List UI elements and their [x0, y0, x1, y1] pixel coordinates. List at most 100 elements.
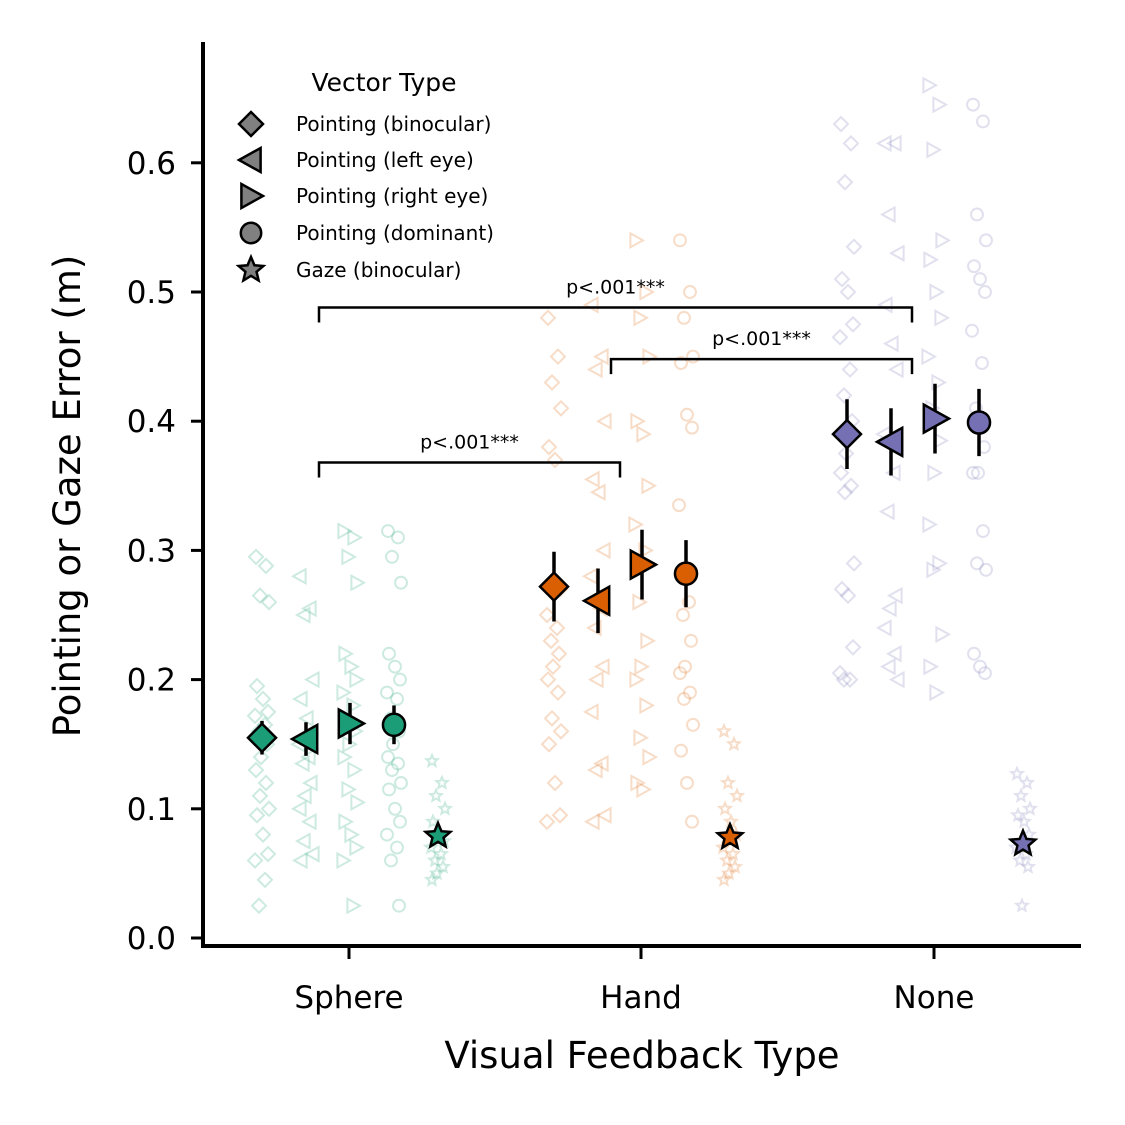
raw-point [879, 657, 896, 676]
raw-point [257, 557, 275, 575]
raw-point [349, 838, 366, 857]
raw-point [724, 845, 742, 861]
raw-point [544, 658, 562, 676]
raw-point [251, 787, 269, 805]
legend-entry: Gaze (binocular) [235, 253, 461, 284]
raw-point [833, 580, 851, 598]
raw-point [336, 683, 353, 702]
raw-point [629, 231, 646, 250]
raw-point [683, 285, 697, 299]
raw-point [831, 664, 849, 682]
raw-point [636, 780, 653, 799]
raw-point [835, 671, 853, 689]
mean-marker [922, 402, 952, 435]
raw-point [433, 774, 451, 790]
raw-point [680, 776, 694, 790]
raw-point [582, 296, 599, 314]
raw-point [390, 692, 404, 706]
raw-point [540, 438, 558, 456]
mean-point [246, 720, 278, 755]
raw-point [388, 659, 402, 674]
raw-point [923, 657, 940, 676]
raw-point [436, 800, 454, 816]
x-tick-label: Hand [600, 980, 682, 1016]
legend-entry: Pointing (right eye) [240, 181, 488, 211]
raw-point [391, 756, 405, 771]
tick-layer: 0.0 0.1 0.2 0.3 0.4 0.5 0.6 Sphere Hand None [127, 146, 975, 1016]
mean-point [289, 722, 319, 756]
raw-point [385, 763, 399, 777]
raw-point [971, 465, 985, 480]
x-axis-title: Visual Feedback Type [444, 1034, 839, 1077]
raw-point [346, 696, 363, 715]
raw-point [349, 670, 366, 689]
raw-point [674, 356, 688, 371]
raw-point [831, 328, 849, 346]
raw-point [973, 659, 987, 674]
raw-point [300, 599, 317, 618]
mean-point [966, 388, 992, 457]
raw-point [967, 646, 981, 661]
raw-point [979, 233, 993, 248]
raw-point [384, 853, 398, 868]
y-tick-label: 0.4 [127, 404, 176, 440]
bracket-line [317, 306, 914, 323]
raw-point [844, 638, 862, 656]
raw-point [290, 800, 307, 818]
raw-point [725, 735, 743, 752]
raw-point [337, 748, 354, 766]
raw-point [586, 360, 603, 379]
raw-point [674, 743, 688, 758]
raw-point [344, 657, 361, 676]
raw-point [250, 897, 268, 915]
raw-point [836, 173, 854, 191]
raw-point [426, 851, 444, 868]
mean-point [381, 705, 407, 745]
raw-point [380, 827, 394, 842]
raw-point [350, 793, 367, 812]
mean-marker [381, 712, 407, 738]
raw-point [686, 349, 700, 364]
raw-point [338, 813, 355, 831]
raw-point [423, 752, 441, 768]
y-tick-label: 0.1 [127, 792, 176, 828]
raw-point [381, 524, 395, 538]
raw-point [719, 774, 737, 790]
raw-point [935, 625, 952, 644]
bracket-line [317, 461, 622, 478]
raw-point [381, 750, 395, 765]
raw-point [878, 502, 895, 521]
raw-point [394, 575, 408, 590]
legend-label: Gaze (binocular) [296, 258, 461, 282]
raw-point [970, 556, 984, 571]
raw-point [976, 524, 990, 538]
raw-point [260, 800, 278, 818]
raw-point [423, 871, 441, 887]
raw-point [552, 399, 570, 417]
raw-point [1021, 800, 1039, 816]
raw-point [932, 95, 949, 114]
raw-point [716, 800, 734, 816]
mean-marker [629, 548, 659, 581]
raw-point [256, 871, 274, 889]
raw-point [382, 646, 396, 661]
raw-point [845, 238, 863, 256]
raw-point [434, 858, 452, 874]
raw-point [677, 692, 691, 706]
legend-entry: Pointing (dominant) [239, 221, 494, 245]
raw-point [673, 666, 687, 681]
raw-point [347, 528, 364, 547]
mean-point [422, 819, 454, 850]
raw-point [672, 498, 686, 513]
raw-point [301, 774, 318, 792]
raw-point [551, 806, 569, 824]
raw-point [926, 561, 943, 579]
raw-point [382, 782, 396, 797]
raw-point [975, 356, 989, 371]
raw-point [922, 76, 939, 94]
raw-point [595, 412, 612, 430]
raw-point [394, 776, 408, 790]
legend-marker [237, 110, 265, 138]
raw-point [385, 549, 399, 564]
